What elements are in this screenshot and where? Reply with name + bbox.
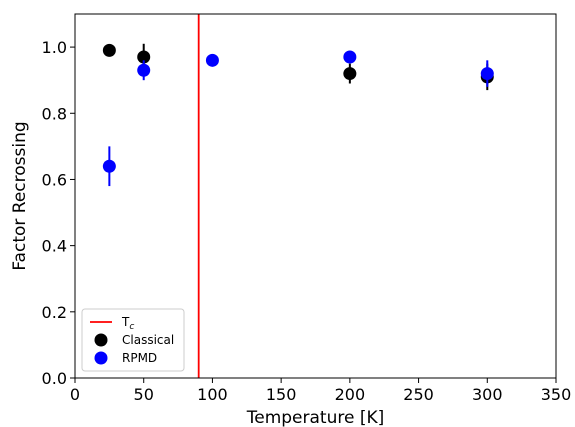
data-point — [343, 67, 357, 81]
data-point — [102, 159, 116, 173]
x-tick-label: 100 — [197, 385, 228, 404]
y-tick-label: 0.4 — [42, 237, 67, 256]
x-tick-label: 300 — [472, 385, 503, 404]
series-rpmd — [102, 50, 494, 187]
legend-box — [81, 308, 185, 372]
data-point — [343, 50, 357, 64]
data-point — [137, 63, 151, 77]
x-tick-label: 50 — [134, 385, 154, 404]
data-point — [205, 53, 219, 67]
x-tick-label: 350 — [541, 385, 572, 404]
x-tick-label: 250 — [403, 385, 434, 404]
x-tick-label: 200 — [335, 385, 366, 404]
legend-rpmd-label: RPMD — [122, 351, 157, 365]
legend-classical-swatch — [94, 333, 108, 347]
y-tick-label: 1.0 — [42, 38, 67, 57]
x-axis-title: Temperature [K] — [246, 408, 385, 427]
data-point — [102, 43, 116, 57]
plot-area — [102, 14, 494, 378]
y-tick-label: 0.8 — [42, 104, 67, 123]
legend-tc-label: Tc — [121, 315, 134, 332]
data-point — [480, 67, 494, 81]
x-tick-label: 0 — [70, 385, 80, 404]
data-point — [137, 50, 151, 64]
x-tick-label: 150 — [266, 385, 297, 404]
legend-rpmd-swatch — [94, 351, 108, 365]
y-tick-label: 0.2 — [42, 303, 67, 322]
axes-frame — [74, 13, 557, 379]
axes: 0 50 100 150 200 250 300 350 0.0 0.2 0.4 0.6 0.8 1.0 — [42, 13, 572, 404]
legend-classical-label: Classical — [122, 333, 174, 347]
series-classical — [102, 43, 494, 91]
y-axis-title: Factor Recrossing — [10, 121, 30, 270]
y-tick-label: 0.0 — [42, 369, 67, 388]
y-tick-label: 0.6 — [42, 170, 67, 189]
